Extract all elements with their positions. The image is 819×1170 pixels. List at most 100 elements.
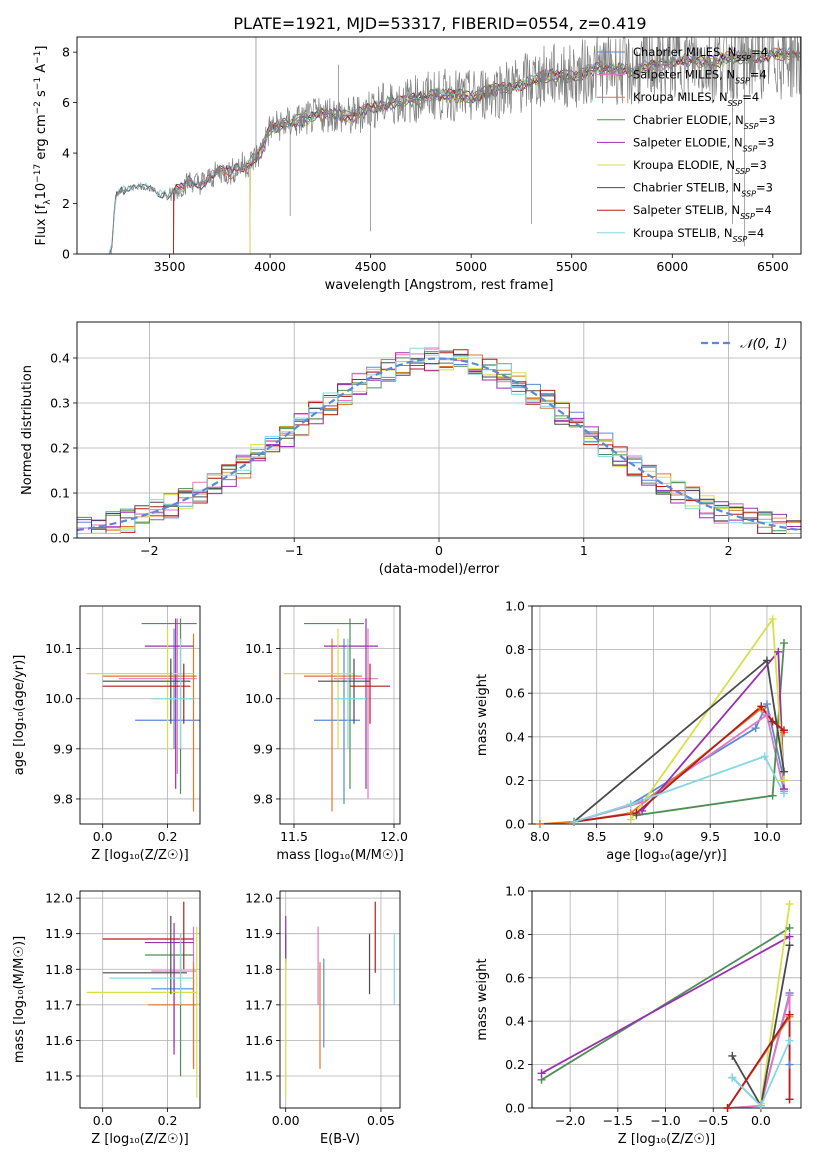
weight-point — [757, 702, 766, 711]
y-tick-label: 0.8 — [505, 642, 525, 657]
plot-area — [86, 618, 200, 812]
weight-point — [779, 767, 788, 776]
x-axis-label: Z [log₁₀(Z/Z☉)] — [91, 848, 188, 863]
weight-point — [751, 724, 760, 733]
y-axis-label-part: A — [34, 64, 49, 77]
weight-line — [573, 704, 785, 823]
y-tick-label: 10.1 — [245, 641, 273, 656]
y-tick-label: 0.0 — [505, 817, 525, 832]
x-tick-label: 1 — [580, 543, 588, 558]
weight-point — [760, 752, 769, 761]
plot-area — [541, 903, 791, 1108]
normal-reference-curve — [77, 357, 801, 532]
panel-spectrum: 3500 4000 4500 5000 5500 6000 6500 0 2 4 6 8 wavelen… — [33, 36, 802, 293]
x-tick-label: 2 — [725, 543, 733, 558]
legend-entry-n: 4 — [752, 90, 759, 104]
x-tick-label: −2 — [140, 543, 158, 558]
weight-line — [727, 994, 791, 1108]
weight-point — [728, 1051, 737, 1060]
legend-entry-eq: = — [751, 45, 761, 59]
y-tick-label: 11.5 — [45, 1068, 73, 1083]
legend-entry-sub: SSP — [735, 167, 750, 176]
weight-point — [779, 726, 788, 735]
y-axis-label-part: −2 — [33, 101, 43, 114]
x-tick-label: 4500 — [355, 259, 387, 274]
weight-line — [573, 701, 785, 823]
weight-point — [762, 700, 771, 709]
y-tick-label: 11.9 — [45, 926, 73, 941]
legend-entry: Salpeter STELIB, NSSP=4 — [633, 203, 772, 221]
x-tick-label: 3500 — [154, 259, 186, 274]
y-tick-label: 11.7 — [45, 997, 73, 1012]
weight-point — [779, 789, 788, 798]
x-axis-label: mass [log₁₀(M/M☉)] — [276, 848, 403, 863]
x-tick-label: 9.5 — [700, 829, 720, 844]
x-tick-label: 11.5 — [280, 829, 308, 844]
y-axis-label-part: Flux [f — [34, 204, 49, 245]
axes-frame — [79, 890, 201, 1109]
y-tick-label: 1.0 — [505, 884, 525, 899]
x-tick-label: 9.0 — [644, 829, 664, 844]
axes-frame — [279, 890, 401, 1109]
x-tick-label: 5000 — [455, 259, 487, 274]
y-axis-label-part: −1 — [33, 51, 43, 64]
y-tick-label: 0.3 — [50, 396, 70, 411]
y-tick-label: 12.0 — [45, 891, 73, 906]
y-tick-label: 10.0 — [245, 691, 273, 706]
weight-point — [762, 656, 771, 665]
weight-point — [638, 798, 647, 807]
legend-entry-eq: = — [759, 113, 769, 127]
legend-entry: Salpeter MILES, NSSP=4 — [633, 68, 767, 86]
weight-line — [641, 649, 785, 812]
weight-line — [573, 658, 785, 823]
x-tick-label: 4000 — [254, 259, 286, 274]
legend-entry-name: Salpeter STELIB, N — [633, 203, 740, 217]
y-axis-label: Normed distribution — [20, 365, 35, 495]
y-axis-label: mass weight — [475, 958, 490, 1040]
x-tick-label: 0.0 — [93, 1113, 113, 1128]
legend-entry: Chabrier ELODIE, NSSP=3 — [633, 113, 775, 131]
weight-point — [768, 791, 777, 800]
y-tick-label: 11.5 — [245, 1068, 273, 1083]
x-tick-label: 12.0 — [380, 829, 408, 844]
x-tick-label: 10.0 — [753, 829, 781, 844]
y-axis-label-part: −17 — [33, 164, 43, 183]
x-tick-label: 0.0 — [93, 829, 113, 844]
y-tick-label: 9.9 — [253, 741, 273, 756]
panel-weight-vs-Z: −2.0 −1.5 −1.0 −0.5 0.0 0.0 0.2 0.4 0.6 0.8 1.0 Z [… — [475, 884, 802, 1147]
x-tick-label: −0.5 — [698, 1113, 728, 1128]
panel-age-vs-Z: 0.0 0.2 9.8 9.9 10.0 10.1 Z [log₁₀(Z/Z☉)] age [… — [12, 605, 201, 863]
panel-residuals: −2 −1 0 1 2 0.0 0.1 0.2 0.3 0.4 (data-model)/error… — [20, 321, 802, 577]
legend-entry-name: Chabrier ELODIE, N — [633, 113, 744, 127]
weight-point — [785, 932, 794, 941]
legend-entry-eq: = — [756, 181, 766, 195]
legend-entry-eq: = — [750, 158, 760, 172]
weight-point — [779, 776, 788, 785]
weight-point — [535, 820, 544, 828]
weight-point — [756, 1101, 765, 1110]
y-tick-label: 0.4 — [50, 351, 70, 366]
y-axis-label-part: s — [34, 90, 49, 101]
weight-point — [785, 1060, 794, 1069]
y-axis-label-part: erg cm — [34, 114, 49, 163]
legend-entry-name: Salpeter ELODIE, N — [633, 135, 743, 149]
legend-entry-sub: SSP — [741, 189, 756, 198]
y-tick-label: 0.2 — [50, 441, 70, 456]
y-tick-label: 0.1 — [50, 486, 70, 501]
legend-entry-sub: SSP — [728, 99, 743, 108]
y-tick-label: 11.9 — [245, 926, 273, 941]
x-tick-label: 5500 — [556, 259, 588, 274]
y-tick-label: 0.0 — [50, 531, 70, 546]
legend-entry-name: Kroupa MILES, N — [633, 90, 728, 104]
legend-entry-eq: = — [750, 68, 760, 82]
legend-entry-n: 3 — [766, 181, 773, 195]
plot-area — [86, 901, 198, 1098]
legend-entry-n: 4 — [757, 226, 764, 240]
x-tick-label: 0 — [435, 543, 443, 558]
weight-point — [774, 647, 783, 656]
y-axis-label: Flux [fλ10−17 erg cm−2 s−1 A−1] — [33, 46, 53, 246]
weight-point — [785, 900, 794, 909]
legend-entry: Chabrier STELIB, NSSP=3 — [633, 181, 773, 199]
plot-area — [108, 37, 801, 254]
